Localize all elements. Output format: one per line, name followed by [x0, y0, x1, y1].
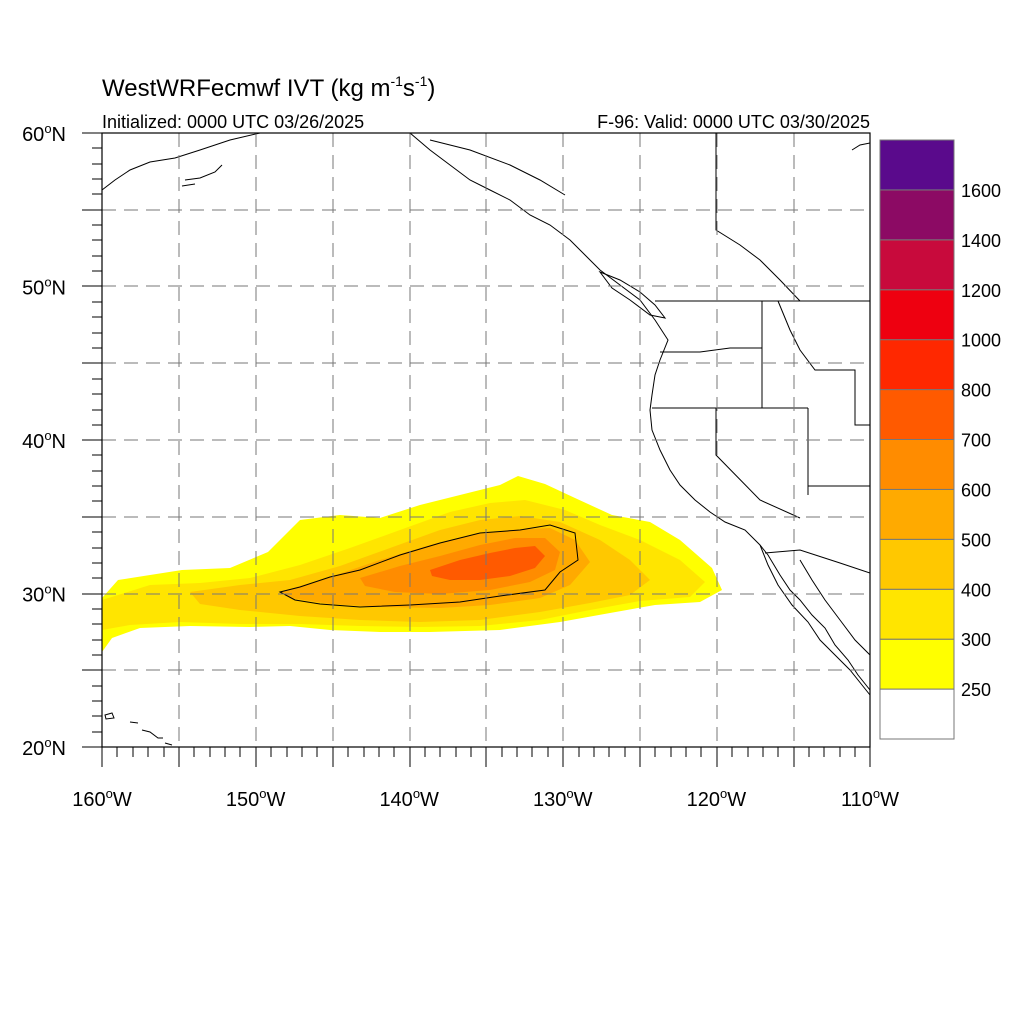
colorbar-swatch — [879, 239, 955, 291]
colorbar-label: 400 — [961, 580, 991, 600]
political-borders — [429, 133, 870, 574]
california-nevada — [715, 408, 801, 519]
map-panel — [102, 133, 870, 747]
ivt-contour-500 — [278, 524, 579, 608]
colorbar-swatch — [879, 439, 955, 490]
lon-label-150W: 150oW — [226, 786, 286, 811]
figure-title: WestWRFecmwf IVT (kg m-1s-1) — [102, 73, 435, 102]
lat-label-20N: 20oN — [22, 735, 66, 760]
coastlines — [102, 133, 870, 746]
colorbar-label: 1600 — [961, 181, 1001, 201]
colorbar-swatch — [879, 688, 955, 740]
lon-label-160W: 160oW — [72, 786, 132, 811]
colorbar-label: 1200 — [961, 281, 1001, 301]
lon-label-110W: 110oW — [841, 786, 899, 811]
colorbar-swatch — [879, 189, 955, 241]
colorbar-label: 1400 — [961, 231, 1001, 251]
colorbar-label: 800 — [961, 381, 991, 401]
bc-coast — [409, 133, 870, 691]
valid-time: F-96: Valid: 0000 UTC 03/30/2025 — [597, 112, 870, 132]
alberta-bc — [715, 133, 801, 302]
washington-oregon — [660, 347, 762, 353]
ivt-shading — [102, 476, 722, 652]
colorbar-swatch — [879, 488, 955, 540]
ivt-band-700 — [430, 546, 545, 580]
colorbar-swatch — [879, 638, 955, 690]
colorbar-label: 500 — [961, 530, 991, 550]
colorbar-label: 600 — [961, 480, 991, 500]
lon-label-130W: 130oW — [533, 786, 593, 811]
colorbar-label: 700 — [961, 431, 991, 451]
hawaii-islands — [104, 712, 173, 746]
colorbar-label: 1000 — [961, 331, 1001, 351]
longitude-labels: 160oW 150oW 140oW 130oW 120oW 110oW — [72, 786, 899, 811]
lat-label-50N: 50oN — [22, 275, 66, 300]
colorbar-swatch — [879, 538, 955, 590]
lat-label-40N: 40oN — [22, 428, 66, 453]
vancouver-island — [598, 270, 667, 319]
colorbar-swatch — [879, 389, 955, 441]
lon-label-120W: 120oW — [687, 786, 747, 811]
gulf-of-california — [799, 559, 870, 656]
colorbar-swatch — [879, 339, 955, 391]
colorbar-swatch — [879, 139, 955, 191]
lat-label-60N: 60oN — [22, 121, 66, 146]
lat-label-30N: 30oN — [22, 582, 66, 607]
montana-idaho — [777, 300, 870, 426]
colorbar-swatch — [879, 588, 955, 640]
graticule — [102, 133, 870, 747]
lon-label-140W: 140oW — [379, 786, 439, 811]
initialized-time: Initialized: 0000 UTC 03/26/2025 — [102, 112, 364, 132]
hudson-coast — [851, 142, 870, 151]
colorbar: 250 300 400 500 600 700 800 1000 1200 1400 1600 — [879, 139, 1001, 740]
alaska-border — [429, 139, 566, 196]
colorbar-swatch — [879, 289, 955, 341]
baja-peninsula — [759, 544, 870, 696]
us-mexico-border — [764, 549, 870, 574]
alaska-islands — [181, 164, 223, 187]
colorbar-label: 250 — [961, 680, 991, 700]
alaska-coast — [102, 133, 261, 191]
latitude-labels: 60oN 50oN 40oN 30oN 20oN — [22, 121, 66, 760]
axis-ticks — [82, 132, 871, 767]
colorbar-label: 300 — [961, 630, 991, 650]
